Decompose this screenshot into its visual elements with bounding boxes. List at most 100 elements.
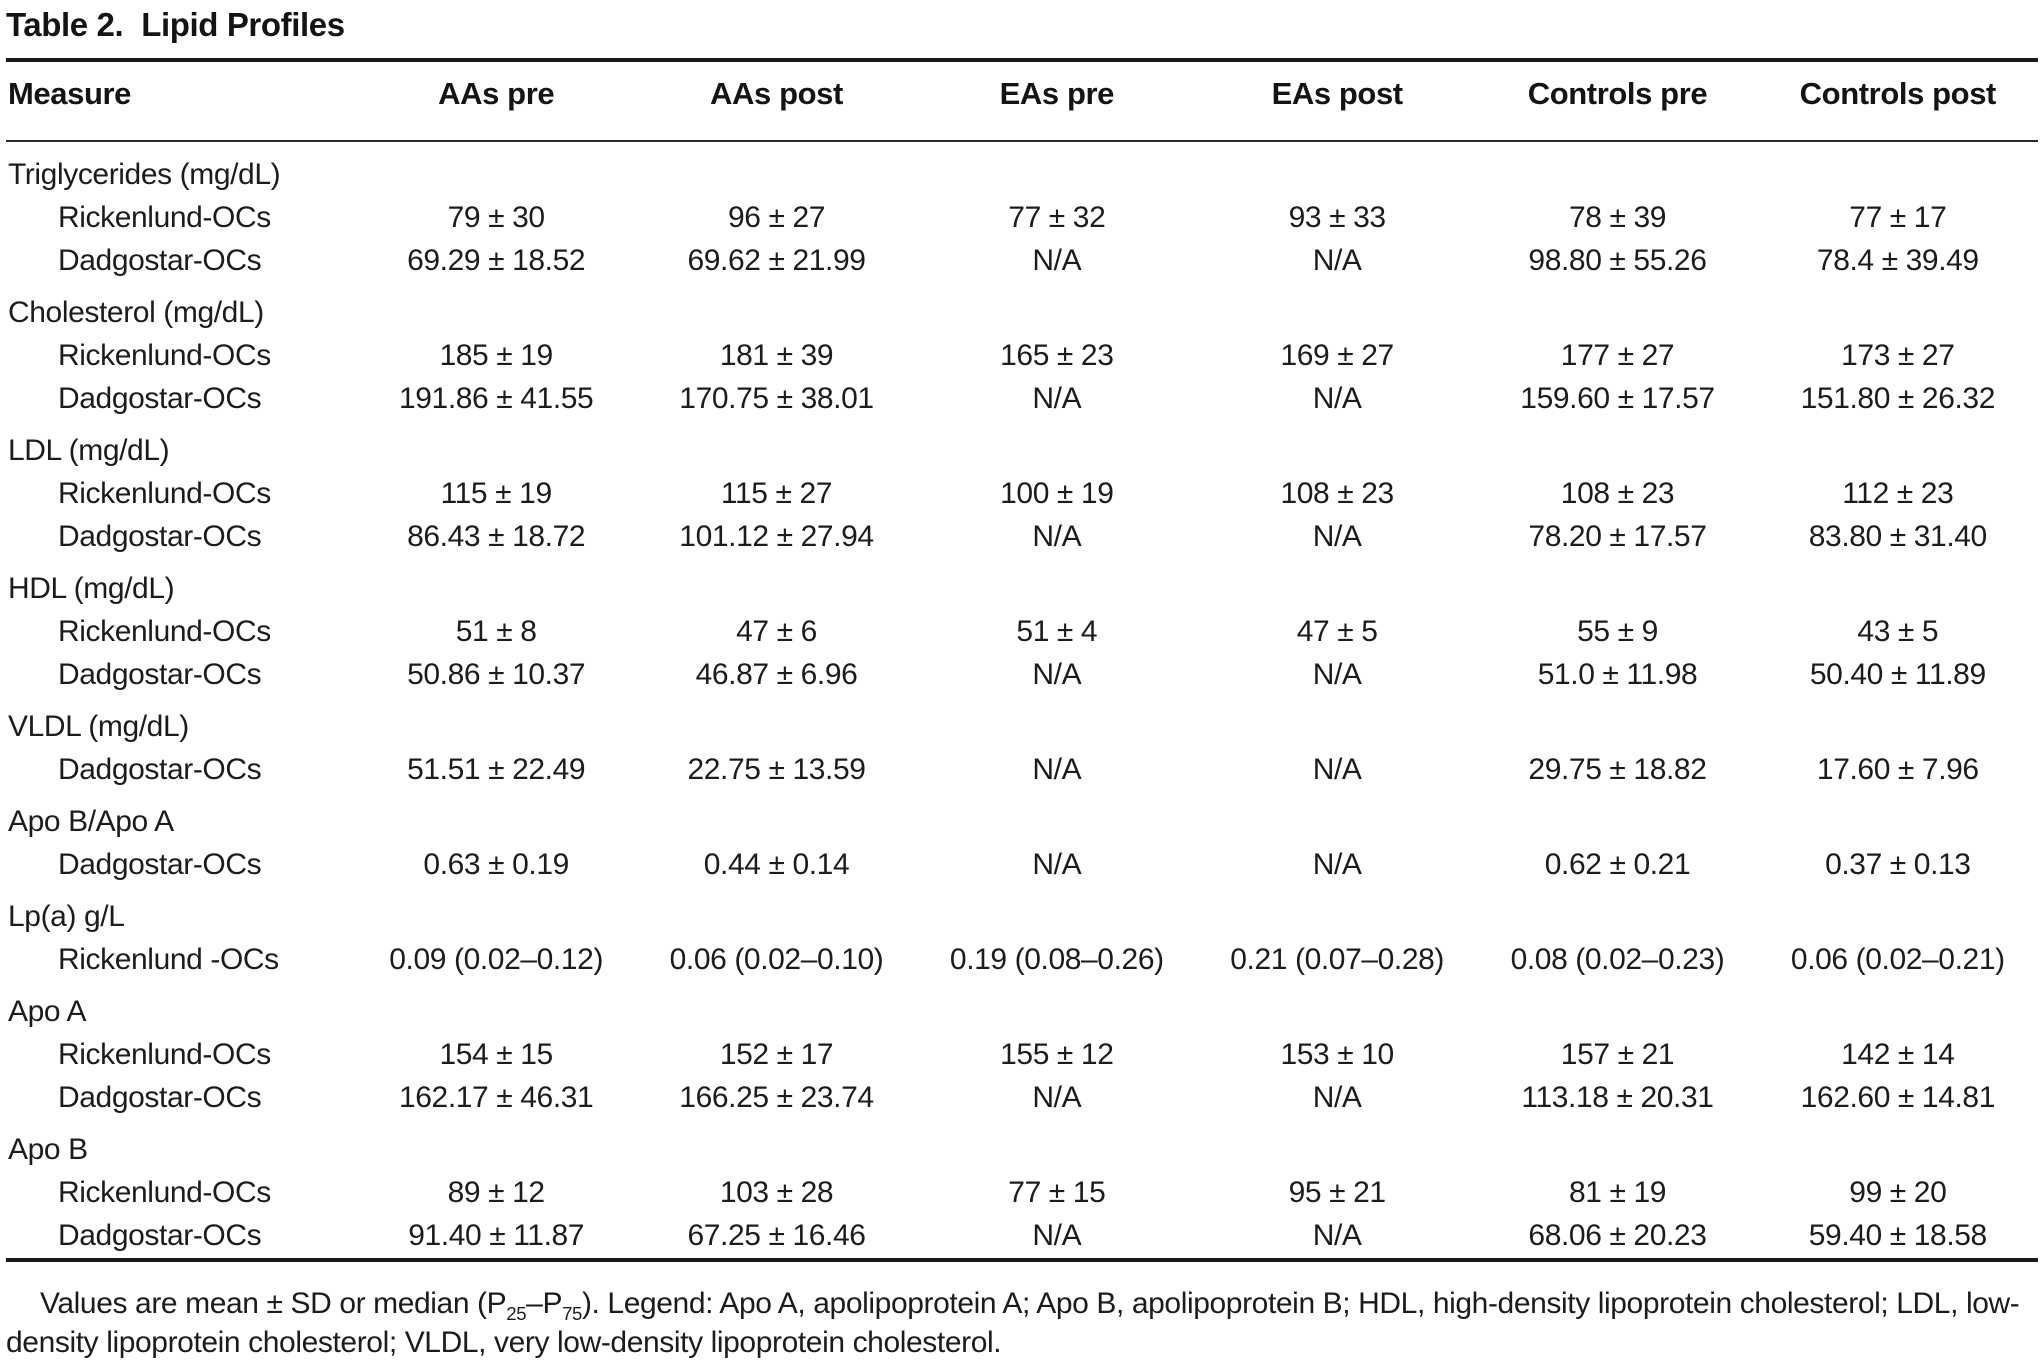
value-cell: 0.06 (0.02–0.10) (669, 943, 884, 976)
value-cell: 78.4 ± 39.49 (1816, 244, 1979, 277)
value-cell: N/A (1032, 848, 1082, 881)
measure-group-row: HDL (mg/dL) (6, 559, 2038, 611)
value-cell: 112 ± 23 (1842, 477, 1954, 510)
column-header-eas-post: EAs post (1196, 60, 1478, 142)
table-title-label: Table 2. (6, 6, 124, 43)
value-cell: 173 ± 27 (1841, 339, 1955, 372)
table-row: Dadgostar-OCs 69.29 ± 18.52 69.62 ± 21.99 N… (6, 240, 2038, 283)
measure-group-row: Apo B/Apo A (6, 792, 2038, 844)
value-cell: 78 ± 39 (1568, 201, 1667, 234)
study-label: Dadgostar-OCs (58, 520, 262, 553)
value-cell: 0.62 ± 0.21 (1544, 848, 1691, 881)
value-cell: 0.44 ± 0.14 (703, 848, 850, 881)
value-cell: 47 ± 6 (736, 615, 817, 648)
table-row: Rickenlund-OCs 89 ± 12 103 ± 28 77 ± 15 95 ±… (6, 1172, 2038, 1215)
footnote-text-2: –P (526, 1287, 563, 1320)
value-cell: 50.40 ± 11.89 (1809, 658, 1986, 691)
value-cell: 0.09 (0.02–0.12) (389, 943, 604, 976)
measure-group-row: Cholesterol (mg/dL) (6, 283, 2038, 335)
value-cell: 95 ± 21 (1288, 1176, 1386, 1209)
value-cell: N/A (1312, 244, 1362, 277)
table-row: Rickenlund-OCs 79 ± 30 96 ± 27 77 ± 32 93 ± … (6, 197, 2038, 240)
study-label: Rickenlund-OCs (58, 1176, 271, 1209)
study-label: Rickenlund-OCs (58, 615, 271, 648)
value-cell: N/A (1312, 520, 1362, 553)
study-label: Dadgostar-OCs (58, 1219, 262, 1252)
column-header-aas-pre: AAs pre (356, 60, 637, 142)
value-cell: 142 ± 14 (1841, 1038, 1955, 1071)
value-cell: 153 ± 10 (1280, 1038, 1394, 1071)
column-header-controls-pre: Controls pre (1477, 60, 1758, 142)
table-row: Rickenlund-OCs 51 ± 8 47 ± 6 51 ± 4 47 ± 5 55… (6, 611, 2038, 654)
footnote-text-1: Values are mean ± SD or median (P (40, 1287, 507, 1320)
value-cell: 0.08 (0.02–0.23) (1510, 943, 1725, 976)
value-cell: 166.25 ± 23.74 (679, 1081, 874, 1114)
value-cell: 185 ± 19 (439, 339, 553, 372)
value-cell: 86.43 ± 18.72 (407, 520, 586, 553)
value-cell: N/A (1032, 1219, 1082, 1252)
table-row: Dadgostar-OCs 91.40 ± 11.87 67.25 ± 16.46 N… (6, 1215, 2038, 1260)
value-cell: 170.75 ± 38.01 (679, 382, 874, 415)
value-cell: 78.20 ± 17.57 (1528, 520, 1707, 553)
measure-group-label: Cholesterol (mg/dL) (8, 296, 264, 329)
value-cell: 98.80 ± 55.26 (1528, 244, 1707, 277)
value-cell: 154 ± 15 (439, 1038, 553, 1071)
value-cell: 46.87 ± 6.96 (695, 658, 858, 691)
value-cell: 0.06 (0.02–0.21) (1790, 943, 2005, 976)
value-cell: 51.0 ± 11.98 (1537, 658, 1698, 691)
table-title: Table 2. Lipid Profiles (6, 6, 2038, 44)
study-label: Dadgostar-OCs (58, 1081, 262, 1114)
measure-group-label: LDL (mg/dL) (8, 434, 170, 467)
value-cell: 181 ± 39 (719, 339, 834, 372)
measure-group-label: Apo B/Apo A (8, 805, 174, 838)
value-cell: 47 ± 5 (1296, 615, 1378, 648)
value-cell: 77 ± 15 (1008, 1176, 1106, 1209)
value-cell: 0.63 ± 0.19 (423, 848, 569, 881)
measure-group-row: Lp(a) g/L (6, 887, 2038, 939)
value-cell: 43 ± 5 (1857, 615, 1939, 648)
value-cell: N/A (1032, 753, 1082, 786)
value-cell: 99 ± 20 (1849, 1176, 1947, 1209)
value-cell: 77 ± 17 (1849, 201, 1947, 234)
value-cell: N/A (1032, 520, 1082, 553)
measure-group-label: Lp(a) g/L (8, 900, 125, 933)
value-cell: 115 ± 27 (720, 477, 833, 510)
value-cell: 162.60 ± 14.81 (1800, 1081, 1996, 1114)
measure-group-label: Triglycerides (mg/dL) (8, 158, 281, 191)
table-header-row: Measure AAs pre AAs post EAs pre EAs pos… (6, 60, 2038, 142)
value-cell: 93 ± 33 (1288, 201, 1386, 234)
table-title-text: Lipid Profiles (141, 6, 345, 43)
value-cell: 51 ± 8 (455, 615, 537, 648)
column-header-aas-post: AAs post (636, 60, 917, 142)
study-label: Rickenlund-OCs (58, 201, 271, 234)
value-cell: 177 ± 27 (1560, 339, 1675, 372)
value-cell: 0.19 (0.08–0.26) (949, 943, 1164, 976)
value-cell: 91.40 ± 11.87 (408, 1219, 585, 1252)
table-row: Rickenlund-OCs 154 ± 15 152 ± 17 155 ± 12 15… (6, 1034, 2038, 1077)
study-label: Dadgostar-OCs (58, 753, 262, 786)
measure-group-label: Apo A (8, 995, 87, 1028)
value-cell: 157 ± 21 (1560, 1038, 1675, 1071)
value-cell: 69.29 ± 18.52 (407, 244, 586, 277)
value-cell: 162.17 ± 46.31 (398, 1081, 594, 1114)
value-cell: N/A (1032, 382, 1082, 415)
measure-group-row: LDL (mg/dL) (6, 421, 2038, 473)
value-cell: 55 ± 9 (1577, 615, 1658, 648)
measure-group-row: Triglycerides (mg/dL) (6, 141, 2038, 197)
study-label: Dadgostar-OCs (58, 658, 262, 691)
value-cell: 81 ± 19 (1568, 1176, 1667, 1209)
value-cell: 77 ± 32 (1008, 201, 1106, 234)
value-cell: N/A (1312, 658, 1362, 691)
value-cell: 79 ± 30 (447, 201, 545, 234)
measure-group-row: Apo A (6, 982, 2038, 1034)
footnote-sub-p75: 75 (562, 1303, 582, 1324)
study-label: Dadgostar-OCs (58, 848, 262, 881)
column-header-eas-pre: EAs pre (916, 60, 1197, 142)
table-row: Dadgostar-OCs 162.17 ± 46.31 166.25 ± 23.7… (6, 1077, 2038, 1120)
value-cell: 165 ± 23 (1000, 339, 1114, 372)
value-cell: 108 ± 23 (1280, 477, 1394, 510)
table-row: Dadgostar-OCs 86.43 ± 18.72 101.12 ± 27.94… (6, 516, 2038, 559)
column-header-controls-post: Controls post (1757, 60, 2038, 142)
study-label: Rickenlund-OCs (58, 477, 271, 510)
value-cell: 89 ± 12 (447, 1176, 545, 1209)
